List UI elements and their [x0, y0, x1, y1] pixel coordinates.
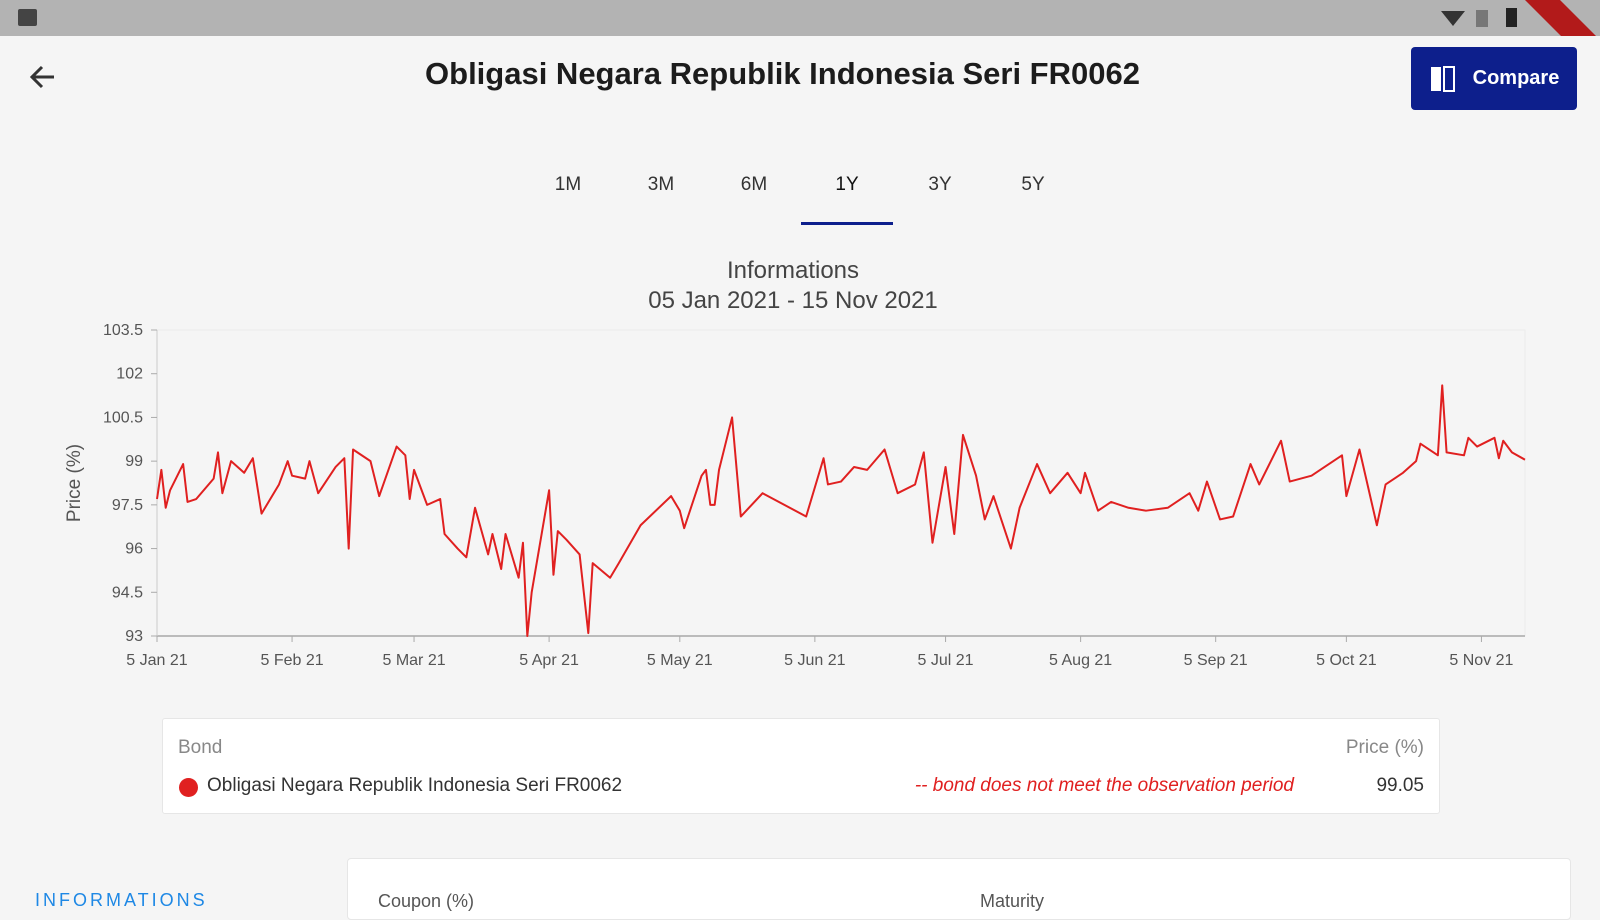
x-tick-label: 5 Nov 21 [1449, 652, 1513, 669]
compare-label: Compare [1472, 67, 1560, 89]
plot-frame [156, 329, 1526, 637]
y-tick-label: 102 [116, 366, 143, 383]
info-field: Coupon (%) [378, 891, 475, 911]
x-tick-label: 5 Sep 21 [1184, 652, 1248, 669]
x-tick-label: 5 Oct 21 [1316, 652, 1377, 669]
legend-header: Price (%) [1345, 737, 1424, 758]
page-title: Obligasi Negara Republik Indonesia Seri … [425, 56, 1140, 91]
info-heading: INFORMATIONS [35, 890, 208, 910]
y-tick-label: 99 [125, 453, 143, 470]
status-icons [18, 0, 1600, 75]
period-tab[interactable]: 3M [647, 174, 675, 195]
y-tick-label: 94.5 [112, 584, 143, 601]
debug-banner [1525, 0, 1600, 75]
x-tick-label: 5 Feb 21 [260, 652, 323, 669]
legend-note: -- bond does not meet the observation pe… [914, 775, 1294, 796]
x-tick-label: 5 Mar 21 [382, 652, 445, 669]
x-tick-label: 5 Apr 21 [519, 652, 579, 669]
x-tick-label: 5 Jan 21 [126, 652, 187, 669]
compare-button[interactable]: Compare [1411, 47, 1577, 110]
legend-price: 99.05 [1376, 775, 1424, 796]
period-tab[interactable]: 5Y [1021, 174, 1045, 195]
x-tick-label: 5 Aug 21 [1049, 652, 1112, 669]
x-tick-label: 5 Jul 21 [918, 652, 974, 669]
battery-icon [1506, 8, 1517, 27]
legend-color-dot [179, 778, 198, 797]
info-field: Maturity [980, 891, 1045, 911]
y-tick-label: 96 [125, 541, 143, 558]
info-card: Coupon (%) Maturity [347, 858, 1571, 920]
notification-icon [18, 9, 37, 26]
wifi-icon [1441, 11, 1465, 26]
sim-icon [1476, 10, 1488, 27]
y-tick-label: 93 [125, 628, 143, 645]
chart-title: Informations [727, 257, 859, 284]
legend-bond-name: Obligasi Negara Republik Indonesia Seri … [207, 775, 623, 796]
compare-icon [1430, 65, 1455, 92]
period-tab[interactable]: 3Y [928, 174, 952, 195]
legend-header: Bond [178, 737, 223, 758]
period-tab[interactable]: 1Y [801, 166, 893, 225]
y-tick-label: 100.5 [103, 409, 143, 426]
back-button[interactable] [28, 62, 58, 92]
period-tab[interactable]: 6M [740, 174, 768, 195]
y-tick-label: 97.5 [112, 497, 143, 514]
chart-subtitle: 05 Jan 2021 - 15 Nov 2021 [648, 287, 938, 314]
period-tab[interactable]: 1M [554, 174, 582, 195]
status-bar [0, 0, 1600, 75]
y-axis-label: Price (%) [64, 444, 85, 522]
x-tick-label: 5 Jun 21 [784, 652, 845, 669]
legend-table: Bond Price (%) Obligasi Negara Republik … [162, 718, 1440, 814]
price-line [156, 384, 1526, 637]
price-chart: Informations 05 Jan 2021 - 15 Nov 2021 Pri… [64, 257, 1526, 669]
x-tick-label: 5 May 21 [647, 652, 713, 669]
period-tabs: 1M 3M 6M 1Y 3Y 5Y [0, 166, 1568, 225]
y-tick-label: 103.5 [103, 322, 143, 339]
